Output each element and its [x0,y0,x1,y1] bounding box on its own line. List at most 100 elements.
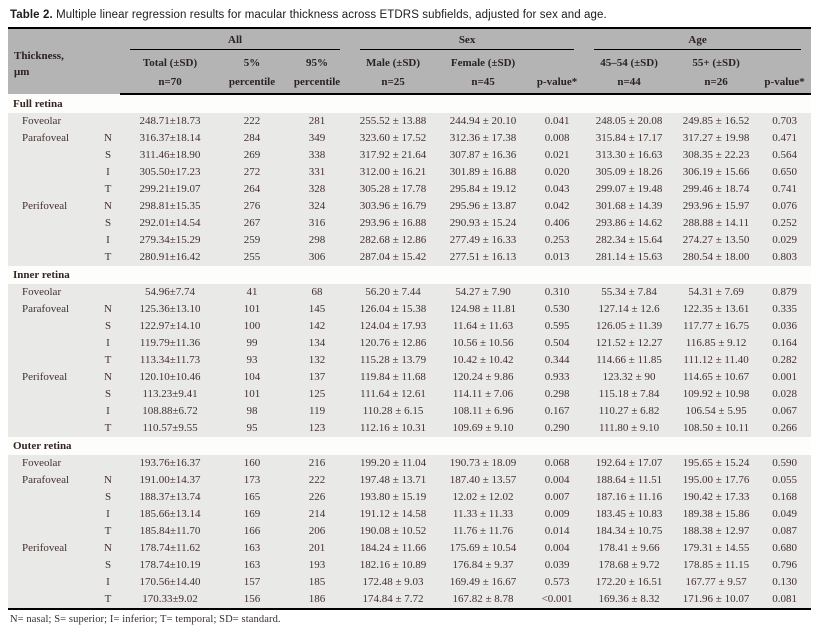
cell-female: 10.56 ± 10.56 [436,335,531,352]
cell-percentile95: 132 [284,352,351,369]
cell-age-55: 114.65 ± 10.67 [674,369,759,386]
table-row: T 280.91±16.42 255 306 287.04 ± 15.42 27… [8,249,812,266]
cell-age-45-54: 111.80 ± 9.10 [584,420,675,437]
cell-pvalue-age: 0.680 [758,540,812,557]
table-row: S 122.97±14.10 100 142 124.04 ± 17.93 11… [8,318,812,335]
cell-pvalue-age: 0.036 [758,318,812,335]
cell-percentile95: 123 [284,420,351,437]
cell-pvalue-age: 0.252 [758,215,812,232]
cell-female: 10.42 ± 10.42 [436,352,531,369]
region-label [8,181,96,198]
cell-female: 312.36 ± 17.38 [436,130,531,147]
cell-female: 169.49 ± 16.67 [436,574,531,591]
cell-age-45-54: 114.66 ± 11.85 [584,352,675,369]
cell-age-45-54: 55.34 ± 7.84 [584,284,675,301]
cell-pvalue-age: 0.796 [758,557,812,574]
region-label: Foveolar [8,113,96,130]
cell-percentile5: 269 [220,147,285,164]
cell-total: 178.74±10.19 [120,557,221,574]
col-subheader-pvalue-sex: p-value* [530,71,585,95]
cell-female: 290.93 ± 15.24 [436,215,531,232]
cell-percentile5: 165 [220,489,285,506]
corner-line1: Thickness, [14,50,64,62]
table-row: Parafoveal N 316.37±18.14 284 349 323.60… [8,130,812,147]
cell-female: 307.87 ± 16.36 [436,147,531,164]
cell-percentile5: 264 [220,181,285,198]
cell-percentile95: 281 [284,113,351,130]
table-row: Foveolar 248.71±18.73 222 281 255.52 ± 1… [8,113,812,130]
cell-age-45-54: 187.16 ± 11.16 [584,489,675,506]
cell-percentile5: 276 [220,198,285,215]
cell-male: 199.20 ± 11.04 [350,455,437,472]
cell-male: 197.48 ± 13.71 [350,472,437,489]
cell-age-55: 249.85 ± 16.52 [674,113,759,130]
cell-pvalue-age: 0.590 [758,455,812,472]
cell-age-55: 116.85 ± 9.12 [674,335,759,352]
cell-age-45-54: 178.41 ± 9.66 [584,540,675,557]
region-label [8,420,96,437]
col-header-total: Total (±SD) [142,57,198,69]
cell-pvalue-sex: 0.043 [530,181,585,198]
cell-pvalue-age: 0.081 [758,591,812,609]
cell-age-45-54: 178.68 ± 9.72 [584,557,675,574]
region-label: Foveolar [8,284,96,301]
cell-female: 301.89 ± 16.88 [436,164,531,181]
cell-pvalue-sex: 0.009 [530,506,585,523]
cell-percentile95: 68 [284,284,351,301]
cell-age-55: 195.65 ± 15.24 [674,455,759,472]
cell-male: 174.84 ± 7.72 [350,591,437,609]
cell-total: 279.34±15.29 [120,232,221,249]
cell-pvalue-sex: 0.933 [530,369,585,386]
corner-line2: μm [14,66,30,78]
table-row: T 299.21±19.07 264 328 305.28 ± 17.78 29… [8,181,812,198]
col-header-female: Female (±SD) [450,57,516,69]
cell-age-45-54: 121.52 ± 12.27 [584,335,675,352]
cell-pvalue-age: 0.001 [758,369,812,386]
col-subheader-n26: n=26 [674,71,759,95]
section-name: Inner retina [8,266,812,284]
cell-percentile95: 338 [284,147,351,164]
cell-male: 317.92 ± 21.64 [350,147,437,164]
cell-pvalue-age: 0.335 [758,301,812,318]
cell-pvalue-sex: 0.167 [530,403,585,420]
table-row: I 170.56±14.40 157 185 172.48 ± 9.03 169… [8,574,812,591]
cell-age-45-54: 282.34 ± 15.64 [584,232,675,249]
table-body: Full retina Foveolar 248.71±18.73 222 28… [8,94,812,609]
cell-percentile5: 101 [220,301,285,318]
cell-pvalue-sex: 0.020 [530,164,585,181]
table-row: Perifoveal N 298.81±15.35 276 324 303.96… [8,198,812,215]
cell-female: 295.84 ± 19.12 [436,181,531,198]
group-header-sex: Sex [350,28,584,51]
cell-percentile5: 101 [220,386,285,403]
cell-male: 323.60 ± 17.52 [350,130,437,147]
cell-female: 108.11 ± 6.96 [436,403,531,420]
region-label [8,557,96,574]
region-label [8,318,96,335]
col-subheader-pvalue-age: p-value* [758,71,812,95]
cell-male: 190.08 ± 10.52 [350,523,437,540]
cell-pvalue-sex: 0.344 [530,352,585,369]
cell-male: 124.04 ± 17.93 [350,318,437,335]
col-header-pvalue-sex-top [530,51,584,71]
cell-percentile95: 201 [284,540,351,557]
subfield-label: T [96,591,121,609]
group-header-all: All [120,28,350,51]
table-header: Thickness, μm All Sex Age Total (±SD) 5%… [8,28,812,95]
region-label [8,335,96,352]
table-row: Foveolar 193.76±16.37 160 216 199.20 ± 1… [8,455,812,472]
cell-total: 110.57±9.55 [120,420,221,437]
cell-percentile5: 93 [220,352,285,369]
cell-pvalue-sex: 0.068 [530,455,585,472]
cell-age-55: 167.77 ± 9.57 [674,574,759,591]
subfield-label: N [96,540,121,557]
group-header-age: Age [584,28,811,51]
table-row: I 279.34±15.29 259 298 282.68 ± 12.86 27… [8,232,812,249]
cell-pvalue-age: 0.703 [758,113,812,130]
cell-percentile95: 324 [284,198,351,215]
cell-percentile95: 185 [284,574,351,591]
cell-female: 244.94 ± 20.10 [436,113,531,130]
region-label: Perifoveal [8,540,96,557]
cell-percentile95: 193 [284,557,351,574]
cell-percentile5: 41 [220,284,285,301]
